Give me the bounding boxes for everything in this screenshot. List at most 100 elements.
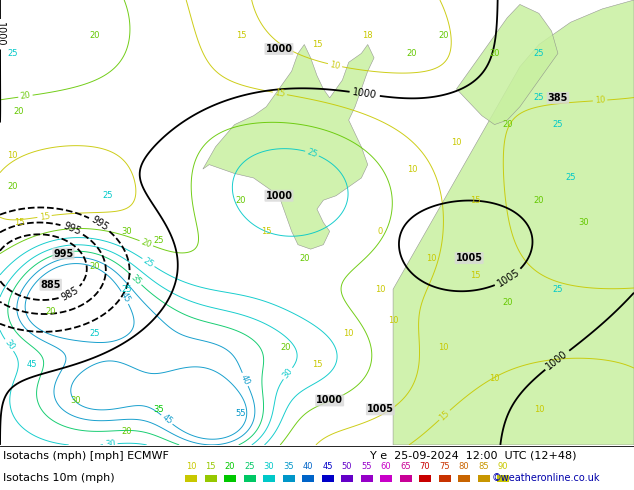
Text: 30: 30 [71, 396, 81, 405]
Text: 20: 20 [8, 182, 18, 192]
Text: 25: 25 [141, 256, 155, 269]
Bar [477, 475, 489, 482]
Text: ©weatheronline.co.uk: ©weatheronline.co.uk [491, 473, 600, 483]
Text: 15: 15 [274, 88, 286, 99]
Text: 995: 995 [53, 248, 74, 259]
Text: 35: 35 [153, 405, 164, 414]
Text: 10: 10 [426, 253, 436, 263]
Text: 25: 25 [534, 94, 544, 102]
Text: 10: 10 [8, 151, 18, 160]
Text: 45: 45 [119, 291, 131, 304]
Text: 25: 25 [122, 285, 132, 294]
Text: 20: 20 [20, 91, 31, 101]
Bar [458, 475, 470, 482]
Bar [439, 475, 451, 482]
Text: 45: 45 [27, 360, 37, 369]
Text: 10: 10 [186, 462, 197, 471]
Text: 35: 35 [283, 462, 294, 471]
Bar [224, 475, 236, 482]
Text: 15: 15 [236, 31, 246, 40]
Text: Y e  25-09-2024  12:00  UTC (12+48): Y e 25-09-2024 12:00 UTC (12+48) [370, 451, 576, 461]
Text: 10: 10 [407, 165, 417, 173]
Text: 20: 20 [14, 107, 24, 116]
Text: 385: 385 [548, 93, 568, 103]
Text: 20: 20 [90, 263, 100, 271]
Bar [497, 475, 509, 482]
Text: 10: 10 [451, 138, 462, 147]
Text: 20: 20 [534, 196, 544, 205]
Text: Isotachs (mph) [mph] ECMWF: Isotachs (mph) [mph] ECMWF [3, 451, 169, 461]
Text: 10: 10 [534, 405, 544, 414]
Text: 10: 10 [329, 60, 341, 71]
Polygon shape [203, 45, 374, 249]
Bar [243, 475, 256, 482]
Text: 70: 70 [420, 462, 430, 471]
Text: 1005: 1005 [495, 268, 522, 289]
Bar [302, 475, 314, 482]
Text: 85: 85 [478, 462, 489, 471]
Text: 15: 15 [470, 196, 481, 205]
Bar [185, 475, 197, 482]
Text: 20: 20 [236, 196, 246, 205]
Text: 20: 20 [139, 237, 153, 249]
Text: 15: 15 [39, 211, 50, 221]
Text: 995: 995 [61, 221, 82, 237]
Text: 30: 30 [281, 367, 295, 380]
Text: 1005: 1005 [367, 404, 394, 415]
Bar [283, 475, 295, 482]
Polygon shape [456, 4, 558, 124]
Text: 20: 20 [407, 49, 417, 58]
Text: 25: 25 [306, 147, 318, 159]
Text: 1000: 1000 [266, 191, 292, 201]
Text: 15: 15 [205, 462, 216, 471]
Text: 20: 20 [502, 298, 512, 307]
Text: 30: 30 [578, 218, 588, 227]
Text: 0: 0 [378, 227, 383, 236]
Text: 25: 25 [553, 120, 563, 129]
Text: 25: 25 [244, 462, 255, 471]
Text: 45: 45 [160, 413, 174, 426]
Text: 90: 90 [498, 462, 508, 471]
Text: 20: 20 [224, 462, 235, 471]
Text: 1000: 1000 [352, 87, 377, 100]
Text: 30: 30 [3, 338, 16, 352]
Bar [380, 475, 392, 482]
Text: 30: 30 [105, 439, 116, 449]
Polygon shape [393, 0, 634, 445]
Text: 10: 10 [388, 316, 398, 325]
Text: 55: 55 [361, 462, 372, 471]
Text: 1000: 1000 [545, 348, 570, 371]
Text: 25: 25 [90, 329, 100, 338]
Text: 10: 10 [489, 374, 500, 383]
Text: 50: 50 [342, 462, 353, 471]
Text: 10: 10 [439, 343, 449, 351]
Text: 1000: 1000 [266, 44, 292, 54]
Text: 20: 20 [489, 49, 500, 58]
Text: 20: 20 [280, 343, 290, 351]
Text: 10: 10 [595, 96, 605, 105]
Bar [361, 475, 373, 482]
Text: 1000: 1000 [0, 22, 5, 47]
Text: 995: 995 [89, 215, 110, 233]
Text: 30: 30 [264, 462, 275, 471]
Bar [419, 475, 431, 482]
Text: 15: 15 [437, 408, 451, 422]
Text: 15: 15 [312, 360, 322, 369]
Text: 25: 25 [103, 191, 113, 200]
Text: 25: 25 [553, 285, 563, 294]
Text: 40: 40 [239, 373, 252, 386]
Text: 20: 20 [46, 307, 56, 316]
Text: 15: 15 [261, 227, 271, 236]
Text: 10: 10 [375, 285, 385, 294]
Bar [399, 475, 411, 482]
Bar [263, 475, 275, 482]
Text: 25: 25 [153, 236, 164, 245]
Text: 985: 985 [60, 285, 81, 302]
Text: 15: 15 [470, 271, 481, 280]
Text: 45: 45 [322, 462, 333, 471]
Text: 18: 18 [363, 31, 373, 40]
Text: 30: 30 [122, 227, 132, 236]
Text: 75: 75 [439, 462, 450, 471]
Text: 25: 25 [534, 49, 544, 58]
Text: 80: 80 [458, 462, 469, 471]
